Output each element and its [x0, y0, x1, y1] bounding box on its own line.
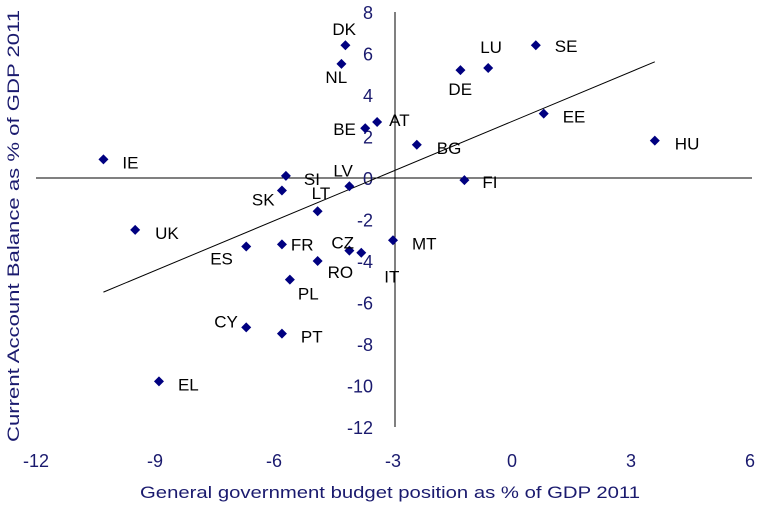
y-tick-label: -6: [357, 294, 373, 314]
y-tick-label: -2: [357, 211, 373, 231]
data-point-dk: [340, 40, 351, 51]
y-tick-label: -12: [347, 418, 373, 438]
data-point-lv: [344, 181, 355, 192]
data-point-es: [241, 241, 252, 252]
data-point-sk: [276, 185, 287, 196]
data-points: DK NL LU SE DE AT BE BG EE HU IE SI LV FI SK LT UK ES FR CZ…: [98, 20, 699, 394]
point-label-se: SE: [555, 37, 578, 56]
data-point-ro: [312, 256, 323, 266]
data-point-cz: [344, 245, 355, 256]
trendline-group: [103, 61, 655, 293]
data-point-hu: [649, 135, 660, 146]
point-label-nl: NL: [325, 68, 347, 87]
data-point-mt: [388, 235, 398, 246]
x-tick-label: 0: [507, 451, 517, 471]
data-point-se: [530, 40, 541, 51]
y-tick-label: 4: [363, 86, 373, 106]
point-label-pl: PL: [298, 285, 319, 304]
x-tick-label: -6: [266, 451, 282, 471]
data-point-bg: [411, 139, 422, 150]
x-tick-label: -12: [23, 451, 49, 471]
data-point-cy: [241, 322, 252, 333]
data-point-si: [280, 170, 291, 181]
point-label-pt: PT: [301, 328, 323, 347]
data-point-fr: [276, 239, 287, 250]
point-label-si: SI: [304, 170, 320, 189]
data-point-ie: [98, 154, 109, 165]
y-tick-label: -8: [357, 335, 373, 355]
x-tick-label: -3: [385, 451, 401, 471]
axes: [36, 12, 752, 427]
data-point-fi: [459, 175, 470, 186]
y-tick-label: -10: [347, 377, 373, 397]
point-label-cy: CY: [214, 312, 238, 331]
x-axis-title: General government budget position as % …: [140, 483, 640, 502]
data-point-de: [455, 65, 466, 76]
x-tick-labels: -12 -9 -6 -3 0 3 6: [23, 451, 755, 471]
data-point-at: [372, 116, 383, 127]
y-tick-label: 6: [363, 45, 373, 65]
data-point-be: [360, 123, 371, 134]
data-point-nl: [336, 58, 347, 69]
point-label-sk: SK: [252, 190, 275, 209]
x-tick-label: -9: [147, 451, 163, 471]
point-label-ie: IE: [122, 153, 138, 172]
point-label-ee: EE: [563, 108, 586, 127]
x-tick-label: 6: [745, 451, 755, 471]
point-label-el: EL: [178, 375, 199, 394]
data-point-it: [356, 247, 367, 258]
point-label-mt: MT: [412, 234, 437, 253]
point-label-es: ES: [210, 249, 233, 268]
data-point-el: [153, 376, 164, 387]
data-point-lu: [483, 63, 494, 74]
y-tick-label: 8: [363, 3, 373, 23]
point-label-uk: UK: [155, 224, 179, 243]
point-label-lv: LV: [333, 161, 353, 180]
point-label-at: AT: [389, 111, 409, 130]
point-label-lt: LT: [312, 184, 331, 203]
point-label-de: DE: [448, 80, 472, 99]
data-point-lt: [312, 206, 323, 217]
data-point-pl: [284, 274, 295, 285]
data-point-pt: [276, 328, 287, 339]
point-label-lu: LU: [480, 38, 502, 57]
data-point-ee: [538, 108, 549, 119]
y-tick-label: 2: [363, 128, 373, 148]
point-label-dk: DK: [332, 20, 356, 39]
point-label-fr: FR: [291, 235, 314, 254]
point-label-cz: CZ: [331, 234, 354, 253]
point-label-ro: RO: [328, 263, 354, 282]
trendline: [103, 61, 655, 293]
point-label-it: IT: [384, 268, 399, 287]
data-point-uk: [130, 224, 141, 235]
point-label-fi: FI: [482, 173, 497, 192]
point-label-hu: HU: [675, 135, 700, 154]
y-tick-label: 0: [363, 169, 373, 189]
point-label-bg: BG: [437, 139, 462, 158]
point-label-be: BE: [333, 120, 356, 139]
x-tick-label: 3: [626, 451, 636, 471]
y-axis-title: Current Account Balance as % of GDP 2011: [4, 10, 23, 442]
